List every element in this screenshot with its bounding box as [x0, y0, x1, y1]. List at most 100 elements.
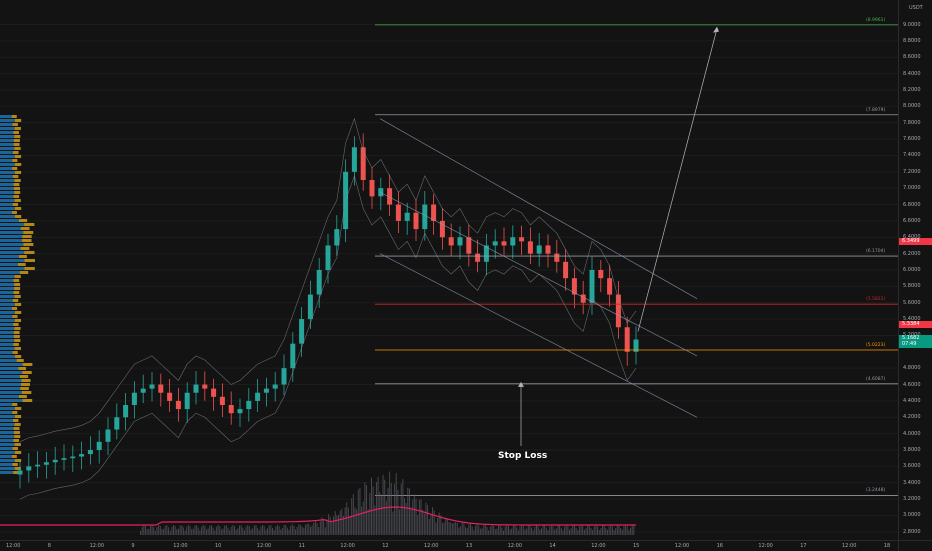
- volume-bar: [481, 528, 483, 535]
- volume-bar: [539, 529, 541, 535]
- volume-profile-bar: [12, 403, 18, 406]
- price-tick-label: 4.6000: [903, 381, 921, 388]
- volume-bar: [235, 529, 237, 535]
- volume-bar: [633, 525, 635, 535]
- volume-bar: [161, 529, 163, 535]
- volume-bar: [247, 525, 249, 535]
- stop-loss-annotation[interactable]: Stop Loss: [498, 451, 548, 461]
- volume-bar: [494, 529, 496, 535]
- volume-profile-bar: [0, 123, 13, 126]
- volume-bar: [575, 527, 577, 535]
- time-tick-label: 18: [883, 543, 891, 549]
- volume-profile-bar: [0, 247, 21, 250]
- volume-profile-bar: [0, 251, 25, 254]
- price-chart-pane[interactable]: [0, 0, 898, 540]
- volume-bar: [352, 494, 354, 535]
- volume-profile-bar: [12, 315, 18, 318]
- price-tick-label: 3.4000: [903, 479, 921, 486]
- volume-profile-bar: [14, 303, 22, 306]
- volume-bar: [592, 530, 594, 535]
- volume-bar: [187, 525, 189, 535]
- volume-profile-bar: [13, 471, 19, 474]
- volume-profile-bar: [0, 403, 13, 406]
- time-tick-label: 13: [465, 543, 473, 549]
- candle-body: [448, 237, 454, 246]
- volume-profile-bar: [0, 455, 12, 458]
- volume-profile-bar: [0, 303, 15, 306]
- candle-body: [281, 368, 287, 385]
- volume-bar: [151, 525, 153, 535]
- volume-profile-bar: [14, 423, 21, 426]
- volume-profile-bar: [0, 411, 13, 414]
- volume-profile-bar: [0, 235, 23, 238]
- volume-bar: [410, 507, 412, 535]
- volume-profile-bar: [14, 187, 21, 190]
- volume-bar: [154, 530, 156, 535]
- volume-bar: [316, 523, 318, 535]
- time-tick-label: 12:00: [758, 543, 773, 549]
- volume-bar: [620, 528, 622, 535]
- volume-bar: [283, 525, 285, 535]
- volume-bar: [225, 525, 227, 535]
- volume-bar: [509, 529, 511, 535]
- volume-bar: [621, 529, 623, 535]
- candle-body: [255, 392, 261, 401]
- volume-bar: [159, 525, 161, 535]
- volume-bar: [314, 520, 316, 535]
- volume-profile-bar: [0, 419, 13, 422]
- volume-profile-bar: [12, 175, 19, 178]
- volume-bar: [491, 524, 493, 535]
- volume-profile-bar: [13, 335, 20, 338]
- volume-profile-bar: [0, 367, 19, 370]
- volume-bar: [232, 525, 234, 535]
- candle-body: [633, 339, 639, 352]
- volume-bar: [349, 515, 351, 535]
- volume-bar: [395, 473, 397, 535]
- candle-body: [123, 405, 129, 418]
- candle-body: [158, 384, 164, 393]
- volume-bar: [441, 523, 443, 535]
- candle-body: [501, 241, 507, 246]
- price-tick-label: 8.0000: [903, 103, 921, 110]
- time-axis[interactable]: 12:00 8 12:00 9 12:00 10 12:00 11 12:00 12 12:00 13…: [0, 540, 898, 551]
- volume-profile-bar: [0, 459, 15, 462]
- volume-bar: [361, 506, 363, 535]
- volume-bar: [364, 482, 366, 535]
- candle-body: [61, 458, 67, 460]
- volume-profile-bar: [14, 127, 21, 130]
- volume-profile-bar: [20, 247, 30, 250]
- volume-bar: [450, 522, 452, 535]
- volume-profile-bar: [0, 219, 20, 222]
- volume-bar: [623, 526, 625, 535]
- volume-bar: [456, 522, 458, 535]
- volume-bar: [545, 527, 547, 535]
- volume-bar: [217, 525, 219, 535]
- volume-profile-bar: [13, 331, 20, 334]
- volume-bar: [628, 530, 630, 535]
- volume-profile-bar: [0, 175, 13, 178]
- volume-profile-bar: [14, 355, 22, 358]
- volume-bar: [323, 519, 325, 535]
- volume-profile-bar: [0, 359, 17, 362]
- volume-profile-bar: [0, 323, 14, 326]
- candle-body: [307, 294, 313, 320]
- volume-profile-bar: [0, 355, 15, 358]
- volume-bar: [630, 527, 632, 535]
- volume-profile-bar: [14, 295, 21, 298]
- price-tick-label: 7.8000: [903, 119, 921, 126]
- volume-bar: [184, 530, 186, 535]
- volume-bar: [390, 483, 392, 535]
- volume-bar: [407, 487, 409, 535]
- volume-bar: [473, 530, 475, 535]
- time-tick-label: 12:00: [173, 543, 188, 549]
- volume-profile-bar: [14, 155, 22, 158]
- volume-bar: [400, 483, 402, 535]
- price-axis[interactable]: USDT 9.0000 8.8000 8.6000 8.4000 8.2000 8.000…: [898, 0, 932, 540]
- volume-bar: [517, 530, 519, 535]
- volume-bar: [593, 526, 595, 535]
- volume-bar: [144, 525, 146, 535]
- volume-bar: [273, 529, 275, 535]
- volume-profile-bar: [0, 211, 12, 214]
- volume-bar: [333, 516, 335, 535]
